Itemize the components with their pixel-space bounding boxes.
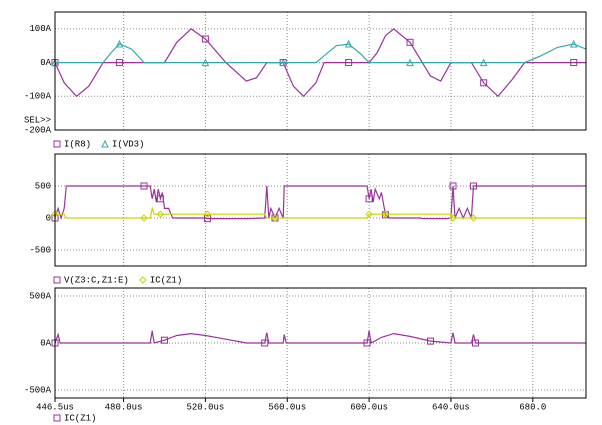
selection-label: SEL>> — [24, 115, 51, 125]
data-marker — [201, 35, 209, 43]
data-marker — [365, 210, 373, 218]
plot-frame — [54, 153, 587, 267]
y-tick-label: 0 — [46, 213, 51, 223]
data-marker — [160, 336, 168, 344]
data-marker — [406, 58, 414, 67]
data-marker — [140, 182, 148, 190]
legend-label: I(VD3) — [112, 139, 144, 149]
y-tick-label: -500A — [24, 385, 52, 395]
y-tick-label: 500A — [29, 291, 51, 301]
data-marker — [480, 79, 488, 87]
data-marker — [203, 210, 212, 218]
y-tick-label: -200A — [24, 125, 52, 135]
data-marker — [156, 210, 165, 218]
plot-frame — [54, 287, 587, 399]
legend-symbol — [53, 276, 61, 284]
x-tick-label: 680.0 — [519, 402, 546, 412]
series-line — [55, 206, 586, 219]
data-marker — [140, 214, 148, 222]
y-tick-label: 500 — [35, 181, 51, 191]
y-tick-label: 0A — [40, 338, 51, 348]
x-tick-label: 480.0us — [105, 402, 143, 412]
legend-symbol — [53, 140, 61, 148]
series-line — [55, 43, 587, 64]
y-tick-label: -500 — [29, 245, 51, 255]
data-marker — [345, 59, 353, 67]
data-marker — [479, 58, 488, 67]
data-marker — [449, 182, 457, 190]
legend-label: IC(Z1) — [64, 413, 96, 423]
data-marker — [279, 58, 287, 67]
x-tick-label: 640.0us — [432, 402, 470, 412]
legend-label: IC(Z1) — [150, 275, 182, 285]
data-marker — [261, 339, 269, 347]
y-tick-label: 0A — [40, 58, 51, 68]
data-marker — [115, 39, 124, 48]
x-tick-label: 446.5us — [36, 402, 74, 412]
data-marker — [344, 39, 353, 48]
legend-symbol — [139, 276, 147, 284]
series-line — [54, 330, 586, 344]
legend-symbol — [101, 139, 109, 148]
data-marker — [469, 214, 478, 222]
data-marker — [569, 39, 578, 48]
data-marker — [115, 59, 123, 67]
data-marker — [570, 59, 578, 67]
y-tick-label: 100A — [29, 24, 51, 34]
series-line — [54, 185, 586, 220]
data-marker — [271, 214, 279, 222]
y-tick-label: -100A — [24, 92, 52, 102]
data-marker — [426, 337, 434, 345]
x-tick-label: 560.0us — [268, 402, 306, 412]
legend-label: I(R8) — [64, 139, 91, 149]
data-marker — [365, 195, 373, 203]
data-marker — [363, 339, 371, 347]
x-tick-label: 600.0us — [350, 402, 388, 412]
data-marker — [201, 58, 210, 67]
data-marker — [449, 214, 457, 222]
x-tick-label: 520.0us — [186, 402, 224, 412]
legend-symbol — [53, 414, 61, 422]
plot-frame — [54, 11, 587, 131]
data-marker — [381, 210, 390, 218]
data-marker — [156, 195, 164, 203]
data-marker — [472, 339, 480, 347]
data-marker — [203, 215, 211, 223]
data-marker — [406, 38, 414, 46]
legend-label: V(Z3:C,Z1:E) — [64, 275, 129, 285]
data-marker — [469, 182, 477, 190]
